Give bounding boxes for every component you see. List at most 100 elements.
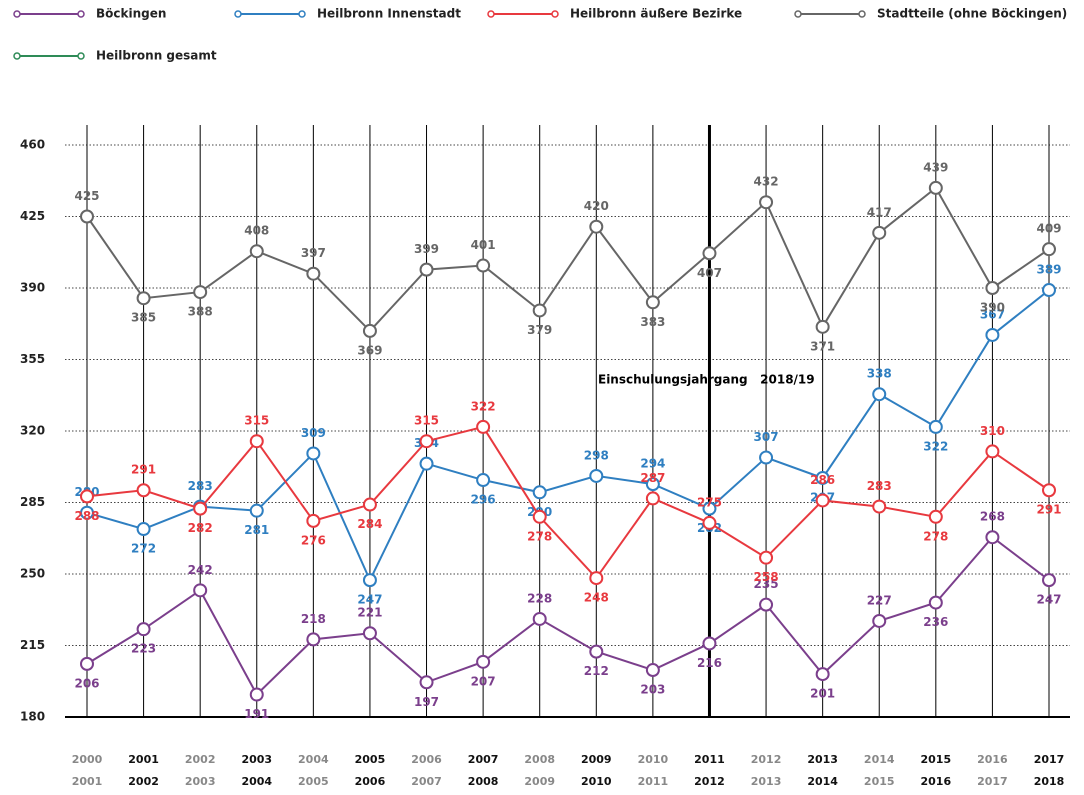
legend-marker bbox=[234, 10, 242, 18]
data-label: 294 bbox=[640, 457, 665, 471]
point bbox=[476, 473, 491, 488]
point bbox=[136, 622, 151, 637]
data-label: 432 bbox=[754, 175, 779, 189]
x-tick-label: 2015 bbox=[864, 775, 895, 788]
x-tick-label: 2009 bbox=[581, 753, 612, 766]
x-tick-label: 2003 bbox=[185, 775, 216, 788]
data-label: 275 bbox=[697, 495, 722, 509]
x-tick-label: 2006 bbox=[355, 775, 386, 788]
point bbox=[589, 468, 604, 483]
point bbox=[589, 644, 604, 659]
data-label: 247 bbox=[1036, 593, 1061, 607]
data-label: 309 bbox=[301, 426, 326, 440]
data-label: 201 bbox=[810, 687, 835, 701]
x-tick-label: 2017 bbox=[1034, 753, 1065, 766]
data-label: 223 bbox=[131, 642, 156, 656]
data-label: 283 bbox=[188, 479, 213, 493]
point bbox=[702, 246, 717, 261]
data-label: 401 bbox=[471, 238, 496, 252]
point bbox=[419, 262, 434, 277]
data-label: 228 bbox=[527, 591, 552, 605]
point bbox=[476, 419, 491, 434]
legend-marker bbox=[13, 10, 21, 18]
data-label: 284 bbox=[357, 517, 382, 531]
x-tick-label: 2001 bbox=[72, 775, 103, 788]
data-label: 287 bbox=[640, 471, 665, 485]
data-label: 409 bbox=[1036, 222, 1061, 236]
point bbox=[193, 285, 208, 300]
data-label: 221 bbox=[357, 606, 382, 620]
point bbox=[815, 470, 830, 485]
data-label: 278 bbox=[923, 529, 948, 543]
point bbox=[759, 597, 774, 612]
x-tick-label: 2012 bbox=[694, 775, 725, 788]
data-label: 399 bbox=[414, 242, 439, 256]
data-label: 371 bbox=[810, 339, 835, 353]
point bbox=[1042, 242, 1056, 257]
x-tick-label: 2010 bbox=[638, 753, 669, 766]
series-line bbox=[86, 186, 1050, 333]
x-tick-label: 2014 bbox=[807, 775, 838, 788]
point bbox=[80, 209, 94, 224]
x-tick-label: 2016 bbox=[921, 775, 952, 788]
data-label: 338 bbox=[867, 367, 892, 381]
point bbox=[362, 573, 377, 588]
point bbox=[645, 491, 660, 506]
point bbox=[193, 583, 208, 598]
point bbox=[193, 501, 208, 516]
data-label: 298 bbox=[584, 448, 609, 462]
point bbox=[136, 522, 151, 537]
data-label: 385 bbox=[131, 311, 156, 325]
point bbox=[532, 485, 547, 500]
data-label: 212 bbox=[584, 664, 609, 678]
series-line bbox=[86, 289, 1050, 583]
x-tick-label: 2005 bbox=[355, 753, 386, 766]
point bbox=[759, 450, 774, 465]
legend-label: Heilbronn Innenstadt bbox=[317, 7, 461, 21]
legend-marker bbox=[77, 10, 85, 18]
x-tick-label: 2002 bbox=[128, 775, 159, 788]
x-tick-label: 2002 bbox=[185, 753, 216, 766]
point bbox=[80, 489, 94, 504]
legend-marker bbox=[794, 10, 802, 18]
point bbox=[589, 219, 604, 234]
point bbox=[306, 632, 321, 647]
point bbox=[872, 613, 887, 628]
series-line bbox=[86, 535, 1050, 697]
legend-label: Heilbronn äußere Bezirke bbox=[570, 7, 742, 21]
y-tick-label: 215 bbox=[20, 638, 45, 652]
point bbox=[928, 595, 943, 610]
point bbox=[645, 477, 660, 492]
x-tick-label: 2012 bbox=[751, 753, 782, 766]
point bbox=[645, 295, 660, 310]
x-tick-label: 2010 bbox=[581, 775, 612, 788]
point bbox=[928, 180, 943, 195]
data-label: 383 bbox=[640, 315, 665, 329]
y-tick-label: 355 bbox=[20, 352, 45, 366]
point bbox=[985, 281, 1000, 295]
data-label: 367 bbox=[980, 307, 1005, 321]
legend-marker bbox=[298, 10, 306, 18]
point bbox=[419, 675, 434, 690]
y-tick-label: 285 bbox=[20, 495, 45, 509]
data-label: 388 bbox=[188, 305, 213, 319]
data-label: 207 bbox=[471, 674, 496, 688]
point bbox=[589, 571, 604, 586]
point bbox=[362, 626, 377, 641]
point bbox=[928, 419, 943, 434]
data-label: 227 bbox=[867, 593, 892, 607]
y-tick-label: 250 bbox=[20, 567, 45, 581]
data-label: 439 bbox=[923, 160, 948, 174]
point bbox=[532, 303, 547, 318]
x-tick-label: 2004 bbox=[241, 775, 272, 788]
y-tick-label: 425 bbox=[20, 209, 45, 223]
data-label: 268 bbox=[980, 510, 1005, 524]
data-label: 417 bbox=[867, 205, 892, 219]
x-tick-label: 2008 bbox=[468, 775, 499, 788]
x-tick-label: 2005 bbox=[298, 775, 329, 788]
x-tick-label: 2004 bbox=[298, 753, 329, 766]
legend-marker bbox=[13, 52, 21, 60]
point bbox=[306, 446, 321, 461]
x-tick-label: 2011 bbox=[638, 775, 669, 788]
data-label: 283 bbox=[867, 479, 892, 493]
